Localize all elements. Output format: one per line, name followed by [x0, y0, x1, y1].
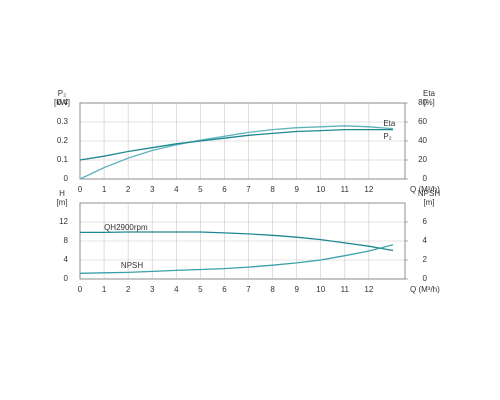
x-tick-label: 9: [294, 185, 299, 194]
series-label: P₂: [383, 132, 391, 141]
series-label: QH2900rpm: [104, 223, 148, 232]
y-axis-unit: [kW]: [54, 98, 70, 107]
series-label: Eta: [383, 119, 396, 128]
x-tick-label: 0: [78, 285, 83, 294]
y2-tick-label: 80: [418, 98, 427, 107]
y-tick-label: 0: [64, 274, 69, 283]
x-tick-label: 0: [78, 185, 83, 194]
x-tick-label: 2: [126, 185, 131, 194]
x-tick-label: 12: [364, 285, 373, 294]
y2-tick-label: 60: [418, 117, 427, 126]
series-label: NPSH: [121, 261, 143, 270]
x-tick-label: 7: [246, 285, 251, 294]
x-tick-label: 12: [364, 185, 373, 194]
y2-tick-label: 4: [423, 236, 428, 245]
y-axis-title: H: [59, 189, 65, 198]
y-tick-label: 4: [64, 255, 69, 264]
x-tick-label: 10: [316, 185, 325, 194]
x-tick-label: 11: [341, 185, 350, 194]
plot-frame: [79, 202, 406, 280]
x-tick-label: 1: [102, 185, 107, 194]
y-tick-label: 0.2: [57, 136, 69, 145]
x-tick-label: 7: [246, 185, 251, 194]
series-line: [79, 128, 393, 161]
y2-axis-unit: [m]: [423, 198, 434, 207]
x-axis-title: Q (M³/h): [410, 285, 440, 294]
x-tick-label: 3: [150, 185, 155, 194]
x-tick-label: 4: [174, 185, 179, 194]
y2-tick-label: 2: [423, 255, 428, 264]
x-tick-label: 11: [341, 285, 350, 294]
y2-tick-label: 40: [418, 136, 427, 145]
x-tick-label: 5: [198, 285, 203, 294]
x-tick-label: 9: [294, 285, 299, 294]
y-axis-title: P₂: [58, 89, 66, 98]
y2-tick-label: 20: [418, 155, 427, 164]
x-tick-label: 6: [222, 185, 227, 194]
x-tick-label: 1: [102, 285, 107, 294]
series-line: [79, 125, 394, 180]
y-axis-unit: [m]: [56, 198, 67, 207]
x-tick-label: 4: [174, 285, 179, 294]
y-tick-label: 0: [64, 174, 69, 183]
x-tick-label: 10: [316, 285, 325, 294]
y-tick-label: 0.4: [57, 98, 69, 107]
series-line: [79, 244, 394, 274]
x-tick-label: 6: [222, 285, 227, 294]
y2-tick-label: 6: [423, 217, 428, 226]
x-tick-label: 8: [270, 185, 275, 194]
y-tick-label: 12: [59, 217, 68, 226]
x-tick-label: 8: [270, 285, 275, 294]
y-tick-label: 0.1: [57, 155, 69, 164]
y2-axis-title: NPSH: [418, 189, 440, 198]
y2-axis-unit: [%]: [423, 98, 435, 107]
x-axis-title: Q (M³/h): [410, 185, 440, 194]
y-tick-label: 8: [64, 236, 69, 245]
y-tick-label: 0.3: [57, 117, 69, 126]
y2-tick-label: 0: [423, 174, 428, 183]
x-tick-label: 5: [198, 185, 203, 194]
y2-tick-label: 0: [423, 274, 428, 283]
x-tick-label: 2: [126, 285, 131, 294]
plot-frame: [79, 102, 406, 180]
series-line: [80, 231, 394, 252]
x-tick-label: 3: [150, 285, 155, 294]
y2-axis-title: Eta: [423, 89, 436, 98]
